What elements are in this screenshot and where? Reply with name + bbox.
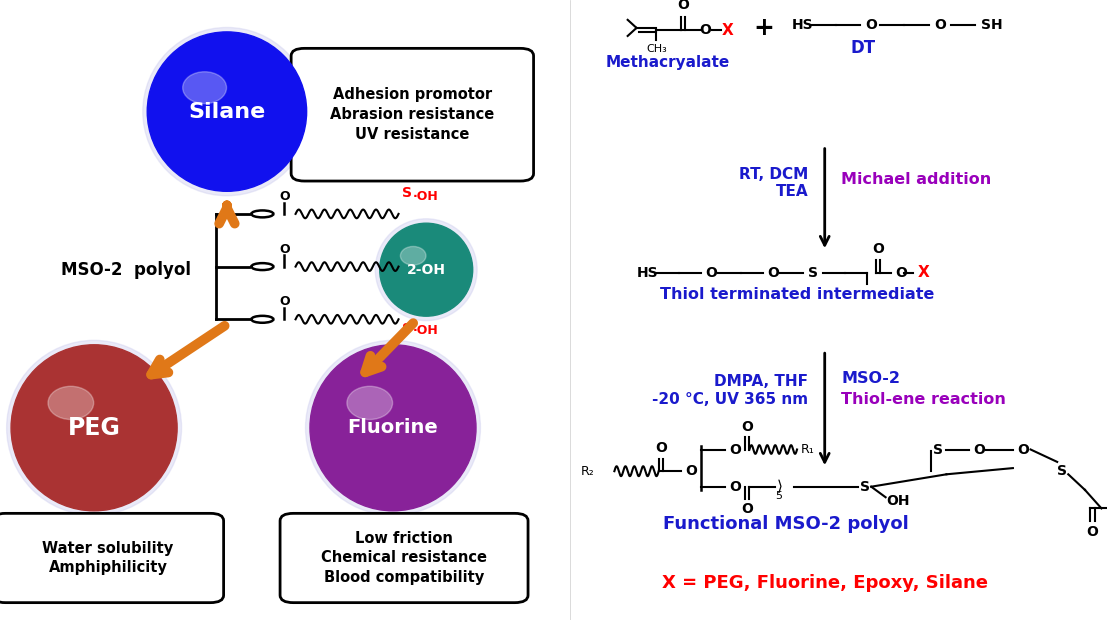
Text: X: X: [918, 265, 930, 280]
Text: O: O: [685, 464, 697, 478]
Text: ·OH: ·OH: [413, 324, 438, 337]
Text: OH: OH: [887, 494, 910, 508]
Text: O: O: [700, 24, 711, 37]
Text: Low friction
Chemical resistance
Blood compatibility: Low friction Chemical resistance Blood c…: [321, 531, 487, 585]
Text: X = PEG, Fluorine, Epoxy, Silane: X = PEG, Fluorine, Epoxy, Silane: [662, 574, 987, 592]
Text: O: O: [705, 266, 717, 280]
Text: Functional MSO-2 polyol: Functional MSO-2 polyol: [663, 515, 909, 533]
Ellipse shape: [310, 345, 476, 511]
Ellipse shape: [7, 340, 182, 515]
Text: CH₃: CH₃: [646, 44, 666, 54]
Text: DT: DT: [851, 39, 876, 58]
Text: DMPA, THF
-20 °C, UV 365 nm: DMPA, THF -20 °C, UV 365 nm: [652, 374, 808, 407]
Text: Silane: Silane: [188, 102, 266, 122]
Text: HS: HS: [637, 266, 659, 280]
Ellipse shape: [143, 27, 311, 196]
Text: O: O: [279, 243, 290, 255]
Text: Thiol-ene reaction: Thiol-ene reaction: [841, 392, 1006, 407]
Text: S: S: [933, 443, 943, 456]
Text: O: O: [866, 18, 878, 32]
Ellipse shape: [11, 345, 177, 511]
FancyBboxPatch shape: [0, 513, 224, 603]
Ellipse shape: [380, 223, 473, 316]
Text: 5: 5: [775, 491, 782, 501]
Text: Water solubility
Amphiphilicity: Water solubility Amphiphilicity: [42, 541, 174, 575]
Text: O: O: [934, 18, 946, 32]
Text: X: X: [722, 23, 733, 38]
Text: S: S: [402, 322, 412, 336]
Text: O: O: [767, 266, 779, 280]
Text: O: O: [872, 242, 883, 256]
Ellipse shape: [147, 32, 307, 192]
Text: S: S: [860, 480, 870, 494]
Text: Fluorine: Fluorine: [348, 418, 438, 437]
Ellipse shape: [346, 386, 393, 420]
Text: R₁: R₁: [800, 443, 814, 456]
Text: O: O: [742, 420, 753, 434]
Text: 2-OH: 2-OH: [406, 263, 446, 277]
Text: O: O: [279, 190, 290, 203]
FancyBboxPatch shape: [280, 513, 528, 603]
Ellipse shape: [251, 263, 273, 270]
Ellipse shape: [251, 210, 273, 218]
Text: HS: HS: [792, 18, 814, 32]
Text: +: +: [754, 16, 774, 40]
Text: ·OH: ·OH: [413, 190, 438, 203]
Text: MSO-2: MSO-2: [841, 371, 900, 386]
Text: S: S: [402, 186, 412, 200]
Text: O: O: [973, 443, 985, 456]
Text: O: O: [655, 441, 666, 455]
Text: S: S: [1057, 464, 1067, 478]
Text: O: O: [896, 266, 908, 280]
Text: O: O: [279, 296, 290, 308]
Ellipse shape: [183, 72, 227, 104]
Text: Michael addition: Michael addition: [841, 172, 992, 187]
Ellipse shape: [306, 340, 480, 515]
Text: R₂: R₂: [581, 465, 594, 477]
Ellipse shape: [251, 316, 273, 323]
FancyBboxPatch shape: [291, 48, 534, 181]
Ellipse shape: [401, 247, 426, 265]
Text: O: O: [677, 0, 689, 12]
Text: Methacryalate: Methacryalate: [606, 55, 730, 69]
Text: SH: SH: [981, 18, 1003, 32]
Text: O: O: [1087, 525, 1098, 539]
Text: MSO-2  polyol: MSO-2 polyol: [61, 260, 190, 279]
Text: S: S: [808, 266, 818, 280]
Text: O: O: [730, 443, 742, 456]
Text: ⟩: ⟩: [777, 479, 783, 494]
Text: O: O: [1017, 443, 1030, 456]
Text: RT, DCM
TEA: RT, DCM TEA: [738, 167, 808, 199]
Text: O: O: [730, 480, 742, 494]
Ellipse shape: [375, 219, 477, 321]
Text: Adhesion promotor
Abrasion resistance
UV resistance: Adhesion promotor Abrasion resistance UV…: [330, 87, 495, 142]
Text: PEG: PEG: [68, 416, 121, 440]
Text: Thiol terminated intermediate: Thiol terminated intermediate: [660, 287, 934, 302]
Ellipse shape: [48, 386, 94, 420]
Text: O: O: [742, 502, 753, 516]
